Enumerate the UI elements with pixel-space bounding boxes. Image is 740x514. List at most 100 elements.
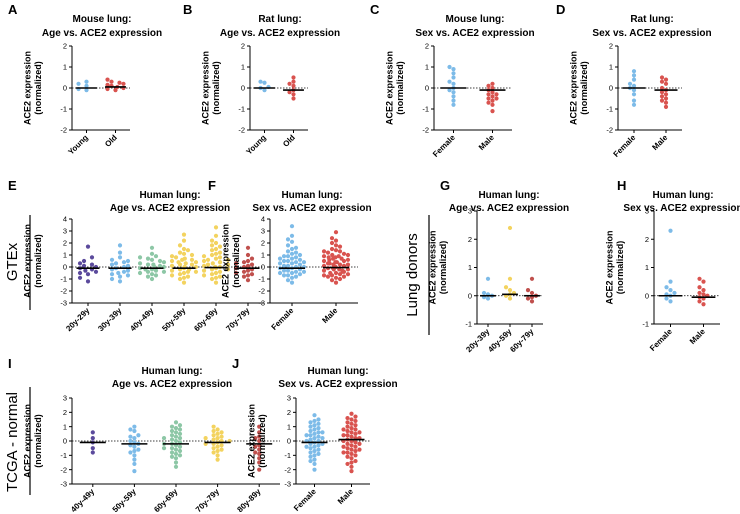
data-point <box>312 449 316 453</box>
data-point <box>312 413 316 417</box>
data-point <box>357 430 361 434</box>
y-tick-label: 2 <box>287 408 291 417</box>
y-tick-label: 3 <box>468 207 472 216</box>
data-point <box>697 285 701 289</box>
data-point <box>150 252 154 256</box>
data-point <box>178 277 182 281</box>
data-point <box>287 82 291 86</box>
data-point <box>349 417 353 421</box>
data-point <box>246 253 250 257</box>
data-point <box>258 80 262 84</box>
data-point <box>250 257 254 261</box>
data-point <box>170 433 174 437</box>
data-point <box>154 254 158 258</box>
data-point <box>182 252 186 256</box>
data-point <box>86 279 90 283</box>
data-point <box>138 255 142 259</box>
data-point <box>308 459 312 463</box>
data-point <box>219 443 223 447</box>
data-point <box>345 416 349 420</box>
y-tick-label: 3 <box>261 227 265 236</box>
data-point <box>132 449 136 453</box>
data-point <box>486 101 490 105</box>
data-point <box>345 420 349 424</box>
data-point <box>451 99 455 103</box>
data-point <box>286 264 290 268</box>
data-point <box>212 433 216 437</box>
data-point <box>486 92 490 96</box>
data-point <box>212 446 216 450</box>
data-point <box>530 291 534 295</box>
data-point <box>322 254 326 258</box>
data-point <box>345 425 349 429</box>
y-tick-label: 1 <box>261 251 265 260</box>
data-point <box>290 281 294 285</box>
data-point <box>182 276 186 280</box>
y-axis-label: ACE2 expression(normalized) <box>247 404 267 478</box>
data-point <box>341 445 345 449</box>
data-point <box>286 237 290 241</box>
data-point <box>118 243 122 247</box>
data-point <box>312 453 316 457</box>
data-point <box>334 271 338 275</box>
data-point <box>294 260 298 264</box>
y-tick-label: 0 <box>261 263 265 272</box>
data-point <box>353 459 357 463</box>
data-point <box>349 465 353 469</box>
data-point <box>345 462 349 466</box>
y-tick-label: -1 <box>60 105 67 114</box>
data-point <box>174 465 178 469</box>
data-point <box>76 82 80 86</box>
data-point <box>322 259 326 263</box>
data-point <box>216 436 220 440</box>
y-tick-label: 0 <box>287 437 291 446</box>
y-tick-label: 1 <box>63 251 67 260</box>
data-point <box>194 260 198 264</box>
data-point <box>214 281 218 285</box>
data-point <box>110 277 114 281</box>
x-category-label: Young <box>66 133 90 157</box>
data-point <box>286 259 290 263</box>
data-point <box>349 460 353 464</box>
data-point <box>320 430 324 434</box>
data-point <box>504 285 508 289</box>
data-point <box>290 261 294 265</box>
data-point <box>110 258 114 262</box>
x-category-label: 40y-49y <box>69 487 97 514</box>
data-point <box>316 443 320 447</box>
data-point <box>216 453 220 457</box>
data-point <box>214 225 218 229</box>
data-point <box>298 263 302 267</box>
data-point <box>128 427 132 431</box>
data-point <box>342 275 346 279</box>
y-tick-label: -1 <box>60 275 67 284</box>
data-point <box>349 448 353 452</box>
data-point <box>308 455 312 459</box>
y-axis-label: ACE2 expression(normalized) <box>569 51 589 125</box>
y-tick-label: 2 <box>63 239 67 248</box>
data-point <box>482 291 486 295</box>
data-point <box>632 103 636 107</box>
x-category-label: 50y-59y <box>160 306 188 334</box>
data-point <box>345 450 349 454</box>
data-point <box>182 271 186 275</box>
data-point <box>337 254 341 258</box>
data-point <box>290 234 294 238</box>
x-category-label: 60y-69y <box>152 487 180 514</box>
data-point <box>316 448 320 452</box>
y-tick-label: 3 <box>287 394 291 403</box>
data-point <box>349 435 353 439</box>
data-point <box>170 446 174 450</box>
x-category-label: 60y-79y <box>508 327 536 355</box>
y-tick-label: -2 <box>238 126 245 135</box>
data-point <box>182 247 186 251</box>
data-point <box>322 269 326 273</box>
data-point <box>122 260 126 264</box>
data-point <box>278 257 282 261</box>
data-point <box>304 445 308 449</box>
data-point <box>262 81 266 85</box>
y-tick-label: 0 <box>63 437 67 446</box>
data-point <box>312 462 316 466</box>
data-point <box>105 78 109 82</box>
data-point <box>346 253 350 257</box>
